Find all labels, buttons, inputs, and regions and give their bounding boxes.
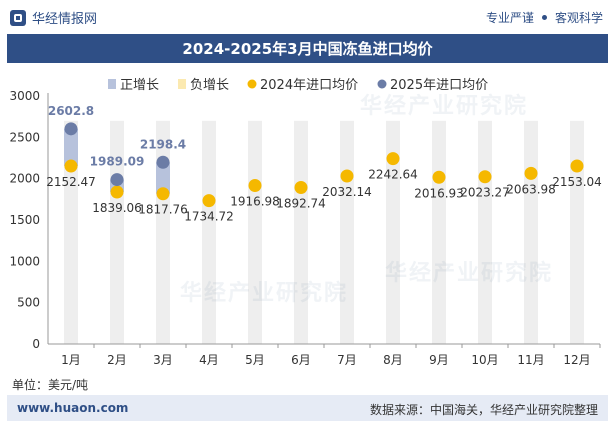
footer-source: 数据来源：中国海关，华经产业研究院整理 xyxy=(369,403,598,417)
separator-dot-icon xyxy=(541,15,547,20)
point-2024 xyxy=(340,169,354,183)
point-2024 xyxy=(156,187,170,201)
y-tick-label: 500 xyxy=(17,296,40,310)
data-label-2024: 2242.64 xyxy=(368,168,418,182)
data-label-2025: 1989.09 xyxy=(90,155,145,169)
top-bar: 华经情报网 专业严谨 客观科学 xyxy=(0,0,615,34)
x-tick-label: 2月 xyxy=(107,353,127,367)
tag-objective: 客观科学 xyxy=(554,11,603,25)
unit-label: 单位：美元/吨 xyxy=(12,378,89,392)
point-2024 xyxy=(64,159,78,173)
point-2024 xyxy=(478,170,492,184)
brand-name: 华经情报网 xyxy=(32,12,98,27)
column-background xyxy=(570,120,584,344)
legend-marker-positive xyxy=(108,79,116,89)
legend-marker-negative xyxy=(178,79,186,89)
legend-label: 正增长 xyxy=(120,78,159,93)
chart-title: 2024-2025年3月中国冻鱼进口均价 xyxy=(7,34,608,63)
header-tags: 专业严谨 客观科学 xyxy=(486,9,603,26)
point-2024 xyxy=(524,166,538,180)
data-label-2024: 1839.06 xyxy=(92,201,142,215)
x-tick-label: 12月 xyxy=(563,353,590,367)
x-tick-label: 5月 xyxy=(245,353,265,367)
y-tick-label: 2000 xyxy=(9,172,40,186)
point-2025 xyxy=(110,173,124,187)
legend-marker-2024 xyxy=(247,79,257,89)
legend-label: 2025年进口均价 xyxy=(390,78,488,93)
data-label-2025: 2198.4 xyxy=(140,137,186,151)
x-tick-label: 1月 xyxy=(61,353,81,367)
brand-logo-icon xyxy=(10,9,26,26)
data-label-2024: 1734.72 xyxy=(184,210,234,224)
brand: 华经情报网 xyxy=(10,8,97,27)
column-background xyxy=(248,120,262,344)
y-tick-label: 0 xyxy=(32,337,40,351)
column-background xyxy=(432,120,446,344)
x-tick-label: 4月 xyxy=(199,353,219,367)
data-label-2024: 2152.47 xyxy=(46,175,96,189)
data-label-2024: 2153.04 xyxy=(552,175,602,189)
data-label-2025: 2602.8 xyxy=(48,104,94,118)
y-tick-label: 3000 xyxy=(9,89,40,103)
column-background xyxy=(478,120,492,344)
point-2024 xyxy=(432,170,446,184)
column-background xyxy=(202,120,216,344)
positive-change-bar xyxy=(64,128,78,167)
point-2025 xyxy=(156,155,170,169)
y-tick-label: 1000 xyxy=(9,254,40,268)
point-2024 xyxy=(110,185,124,199)
data-label-2024: 1817.76 xyxy=(138,203,188,217)
tag-rigorous: 专业严谨 xyxy=(485,11,534,25)
positive-change-bar xyxy=(156,162,170,194)
x-tick-label: 8月 xyxy=(383,353,403,367)
x-tick-label: 6月 xyxy=(291,353,311,367)
y-tick-label: 1500 xyxy=(9,213,40,227)
column-background xyxy=(64,120,78,344)
x-tick-label: 10月 xyxy=(471,353,498,367)
legend-marker-2025 xyxy=(377,79,387,89)
data-label-2024: 1916.98 xyxy=(230,195,280,209)
point-2024 xyxy=(248,179,262,193)
data-label-2024: 2023.27 xyxy=(460,186,510,200)
point-2024 xyxy=(386,152,400,166)
chart-canvas: 正增长 负增长 2024年进口均价 2025年进口均价 0 500 1000 1500 2000… xyxy=(9,78,602,367)
data-label-2024: 2063.98 xyxy=(506,182,556,196)
data-label-2024: 2032.14 xyxy=(322,185,372,199)
column-background xyxy=(340,120,354,344)
data-label-2024: 1892.74 xyxy=(276,197,326,211)
column-background xyxy=(386,120,400,344)
data-label-2024: 2016.93 xyxy=(414,186,464,200)
point-2024 xyxy=(294,181,308,195)
x-tick-label: 9月 xyxy=(429,353,449,367)
footer-site-link[interactable]: www.huaon.com xyxy=(17,401,129,415)
x-tick-label: 7月 xyxy=(337,353,357,367)
x-tick-label: 3月 xyxy=(153,353,173,367)
legend-label: 负增长 xyxy=(190,78,229,93)
point-2025 xyxy=(64,122,78,136)
point-2024 xyxy=(570,159,584,173)
column-background xyxy=(156,120,170,344)
column-background xyxy=(524,120,538,344)
x-tick-label: 11月 xyxy=(517,353,544,367)
column-background xyxy=(294,120,308,344)
legend-label: 2024年进口均价 xyxy=(260,78,358,93)
footer: www.huaon.com 数据来源：中国海关，华经产业研究院整理 xyxy=(7,395,608,421)
y-tick-label: 2500 xyxy=(9,130,40,144)
point-2024 xyxy=(202,194,216,208)
